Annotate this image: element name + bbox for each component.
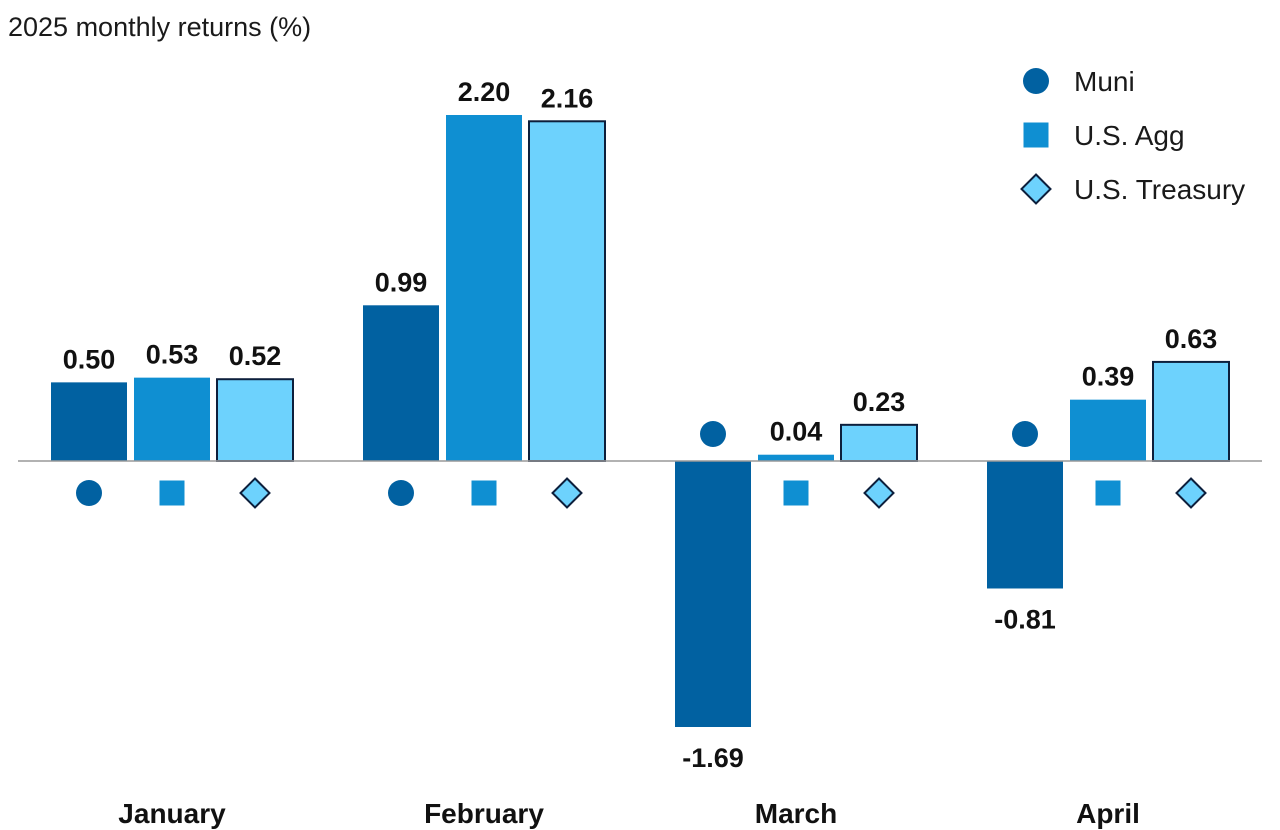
category-label-april: April bbox=[1076, 798, 1140, 829]
legend-marker-u-s-agg bbox=[1023, 122, 1049, 148]
marker-april-u-s-agg bbox=[1095, 480, 1121, 506]
bar-january-u-s-agg bbox=[134, 377, 210, 461]
marker-march-u-s-agg bbox=[783, 480, 809, 506]
bar-february-u-s-treasury bbox=[528, 120, 606, 462]
marker-april-muni bbox=[1012, 421, 1038, 447]
value-label-march-u-s-agg: 0.04 bbox=[770, 417, 823, 447]
category-label-january: January bbox=[118, 798, 226, 829]
marker-april-u-s-treasury bbox=[1175, 477, 1207, 509]
legend: Muni U.S. Agg U.S. Treasury bbox=[1020, 66, 1245, 205]
bar-january-u-s-treasury bbox=[216, 378, 294, 462]
category-labels: January February March April bbox=[118, 798, 1140, 829]
marker-february-u-s-treasury bbox=[551, 477, 583, 509]
marker-february-u-s-agg bbox=[471, 480, 497, 506]
chart-title: 2025 monthly returns (%) bbox=[8, 12, 311, 42]
bar-march-u-s-agg bbox=[758, 454, 834, 461]
value-label-january-u-s-agg: 0.53 bbox=[146, 340, 199, 370]
marker-january-u-s-agg bbox=[159, 480, 185, 506]
bar-march-muni bbox=[675, 461, 751, 727]
value-label-february-muni: 0.99 bbox=[375, 267, 428, 297]
marker-january-muni bbox=[76, 480, 102, 506]
bars-layer bbox=[51, 115, 1230, 727]
bar-march-u-s-treasury bbox=[840, 423, 918, 462]
bar-april-u-s-treasury bbox=[1152, 360, 1230, 462]
value-labels: 0.50 0.53 0.52 0.99 2.20 2.16 -1.69 0.04 0.23 -0.… bbox=[63, 77, 1218, 773]
legend-marker-muni bbox=[1023, 68, 1049, 94]
marker-february-muni bbox=[388, 480, 414, 506]
value-label-april-muni: -0.81 bbox=[994, 604, 1056, 634]
value-label-february-u-s-agg: 2.20 bbox=[458, 77, 511, 107]
legend-label-muni: Muni bbox=[1074, 66, 1135, 97]
legend-label-u-s-agg: U.S. Agg bbox=[1074, 120, 1185, 151]
category-label-march: March bbox=[755, 798, 837, 829]
marker-march-muni bbox=[700, 421, 726, 447]
legend-label-u-s-treasury: U.S. Treasury bbox=[1074, 174, 1245, 205]
legend-marker-u-s-treasury bbox=[1020, 173, 1052, 205]
bar-february-u-s-agg bbox=[446, 115, 522, 461]
markers-layer bbox=[76, 421, 1207, 509]
marker-march-u-s-treasury bbox=[863, 477, 895, 509]
value-label-february-u-s-treasury: 2.16 bbox=[541, 83, 594, 113]
value-label-march-muni: -1.69 bbox=[682, 743, 744, 773]
marker-january-u-s-treasury bbox=[239, 477, 271, 509]
bar-january-muni bbox=[51, 382, 127, 461]
bar-april-u-s-agg bbox=[1070, 399, 1146, 461]
value-label-january-u-s-treasury: 0.52 bbox=[229, 341, 282, 371]
value-label-january-muni: 0.50 bbox=[63, 344, 116, 374]
value-label-april-u-s-treasury: 0.63 bbox=[1165, 324, 1218, 354]
value-label-april-u-s-agg: 0.39 bbox=[1082, 362, 1135, 392]
bar-february-muni bbox=[363, 305, 439, 461]
bar-april-muni bbox=[987, 461, 1063, 589]
value-label-march-u-s-treasury: 0.23 bbox=[853, 387, 906, 417]
category-label-february: February bbox=[424, 798, 544, 829]
